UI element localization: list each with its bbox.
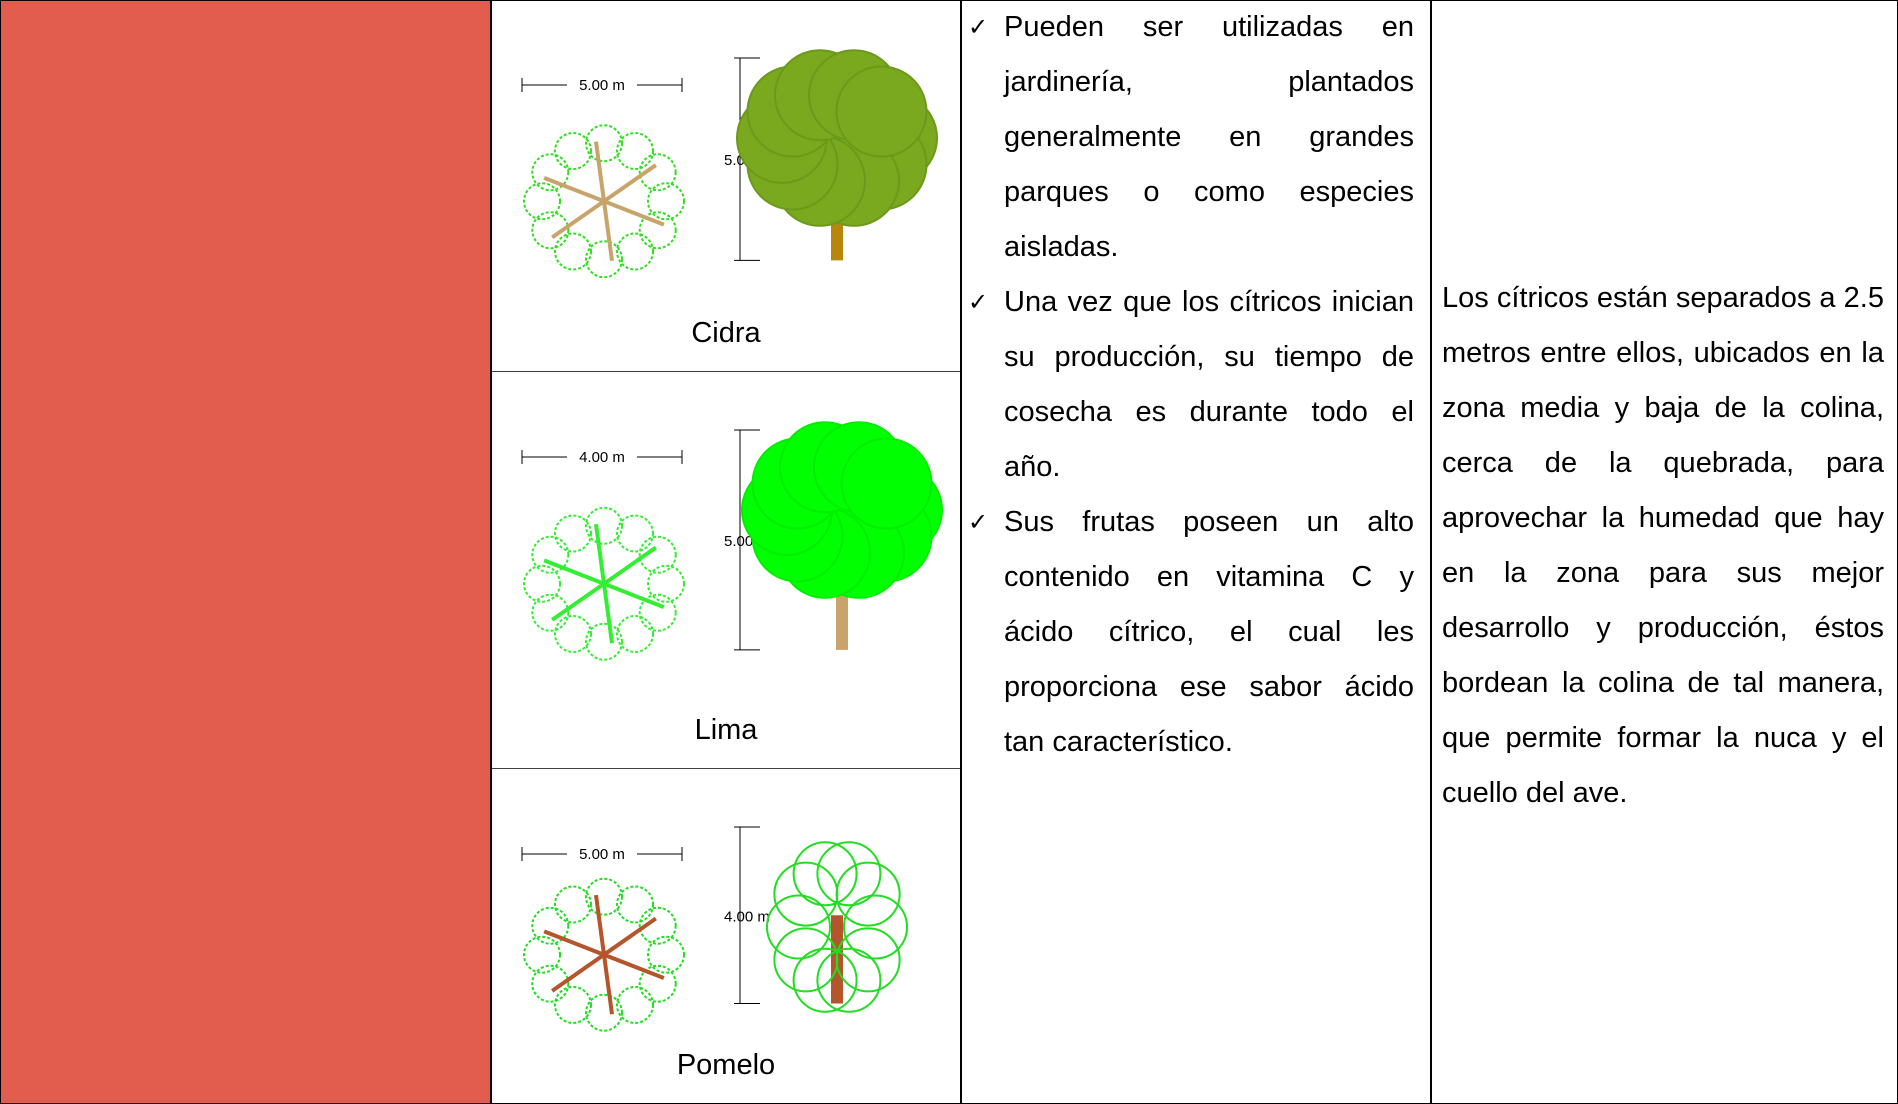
label-bg xyxy=(567,75,637,95)
plan-branch xyxy=(602,200,614,262)
plan-canopy xyxy=(554,614,592,653)
plan-canopy xyxy=(531,535,570,574)
feature: Pueden ser utilizadas en jardinería, pla… xyxy=(962,0,1414,275)
plan-branch xyxy=(543,176,605,204)
plan-canopy xyxy=(638,906,677,945)
plan-branch xyxy=(603,199,665,227)
elevation-dimension: 4.00 m xyxy=(724,908,770,925)
plan-canopy xyxy=(585,622,623,661)
plan-canopy xyxy=(531,153,570,192)
plan-canopy xyxy=(554,132,592,171)
plan-canopy xyxy=(638,964,677,1003)
plan-branch xyxy=(602,583,614,644)
plant-name: Cidra xyxy=(691,317,761,349)
plan-canopy xyxy=(554,232,592,271)
plan-canopy xyxy=(585,506,623,545)
plan-canopy xyxy=(585,993,623,1032)
plan-branch xyxy=(594,141,606,202)
plan-canopy xyxy=(585,877,623,916)
feature: Sus frutas poseen un alto contenido en v… xyxy=(962,495,1414,770)
plan-canopy xyxy=(531,593,570,632)
plan-canopy xyxy=(523,935,561,974)
plan-canopy xyxy=(616,985,654,1024)
plan-branch xyxy=(602,545,657,586)
plan-canopy xyxy=(616,514,654,553)
plan-canopy xyxy=(531,906,570,945)
plant-name: Pomelo xyxy=(677,1049,775,1081)
plan-canopy xyxy=(647,564,685,603)
crown xyxy=(835,861,901,927)
plan-canopy xyxy=(638,593,677,632)
plan-dimension: 5.00 m xyxy=(579,77,625,94)
plan-canopy xyxy=(616,132,654,171)
plan-canopy xyxy=(585,240,623,279)
crown xyxy=(773,927,839,993)
description: Los cítricos están separados a 2.5 metro… xyxy=(1442,282,1884,809)
plan-branch xyxy=(603,952,665,980)
crown xyxy=(840,437,933,530)
crown xyxy=(816,841,882,907)
crown xyxy=(835,927,901,993)
crown xyxy=(835,65,928,158)
plan-canopy xyxy=(638,211,677,250)
plan-canopy xyxy=(554,985,592,1024)
plant-cell: 5.00 m5.00 mCidra xyxy=(492,49,960,372)
plan-branch xyxy=(551,199,606,240)
plan-canopy xyxy=(638,535,677,574)
crown xyxy=(792,841,858,907)
plan-canopy xyxy=(638,153,677,192)
plan-branch xyxy=(603,581,665,609)
plan-branch xyxy=(602,954,614,1015)
plan-dimension: 4.00 m xyxy=(579,449,625,466)
plan-branch xyxy=(594,523,606,585)
crown xyxy=(766,894,831,960)
plan-canopy xyxy=(647,935,685,974)
plan-canopy xyxy=(585,124,623,163)
crown xyxy=(816,947,882,1013)
plan-canopy xyxy=(523,182,561,221)
plan-branch xyxy=(602,916,657,957)
features-list: Pueden ser utilizadas en jardinería, pla… xyxy=(962,0,1414,770)
plan-canopy xyxy=(616,614,654,653)
plan-canopy xyxy=(531,964,570,1003)
plan-canopy xyxy=(616,885,654,924)
plan-canopy xyxy=(554,885,592,924)
label-bg xyxy=(567,844,637,864)
plan-branch xyxy=(551,582,606,622)
feature: Una vez que los cítricos inician su prod… xyxy=(962,275,1414,495)
plan-canopy xyxy=(554,514,592,553)
plan-branch xyxy=(543,929,605,957)
red-cell xyxy=(0,0,492,1104)
plant-name: Lima xyxy=(695,714,759,746)
plan-dimension: 5.00 m xyxy=(579,846,625,863)
plant-cell: 5.00 m 4.00 m Pomelo xyxy=(521,826,908,1081)
plan-canopy xyxy=(647,182,685,221)
crown xyxy=(843,894,908,960)
plan-branch xyxy=(602,163,657,203)
crown xyxy=(792,947,858,1013)
plan-branch xyxy=(594,894,606,955)
plan-canopy xyxy=(616,232,654,271)
plan-branch xyxy=(551,953,606,993)
plan-branch xyxy=(543,558,605,586)
crown xyxy=(773,861,839,927)
plan-canopy xyxy=(531,211,570,250)
label-bg xyxy=(567,447,637,467)
plan-canopy xyxy=(523,564,561,603)
